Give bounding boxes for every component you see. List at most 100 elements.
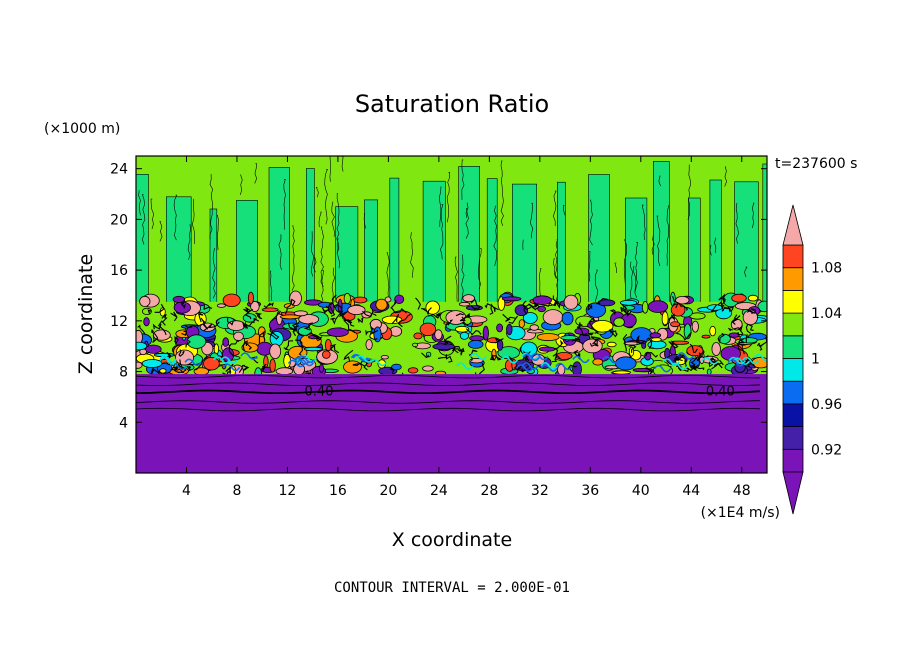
cloud-blob <box>141 359 163 368</box>
turbulence-contour <box>717 359 724 369</box>
upper-streak <box>159 221 163 242</box>
turbulence-contour <box>178 349 185 357</box>
turbulence-contour <box>440 335 452 346</box>
cloud-blob <box>482 325 489 341</box>
turbulence-contour <box>596 298 608 305</box>
upper-streak <box>329 156 331 182</box>
cloud-blob <box>606 341 617 348</box>
cloud-blob <box>560 335 579 341</box>
upper-streak <box>633 266 637 292</box>
turbulence-contour <box>578 326 595 336</box>
turbulence-contour <box>576 322 583 329</box>
turbulence-contour <box>258 330 266 344</box>
cloud-blob <box>522 312 538 324</box>
cyan-wisp <box>662 358 680 366</box>
cyan-wisp <box>500 356 519 364</box>
turbulence-contour <box>421 307 432 315</box>
cloud-blob <box>538 346 556 352</box>
cloud-blob <box>298 314 320 325</box>
turbulence-contour <box>222 363 234 376</box>
colorbar-under-arrow <box>782 471 804 515</box>
cyan-wisp <box>297 355 315 364</box>
cyan-wisp <box>728 356 746 365</box>
colorbar-bin <box>782 358 804 382</box>
turbulence-contour <box>672 296 689 311</box>
turbulence-contour <box>636 335 647 345</box>
cyan-wisp <box>572 355 590 364</box>
upper-streak <box>269 270 273 302</box>
dry-layer-contour <box>136 374 760 379</box>
turbulence-contour <box>478 362 485 375</box>
colorbar-bin <box>782 335 804 359</box>
turbulence-contour <box>151 328 159 343</box>
cloud-blob <box>425 300 440 315</box>
turbulence-contour <box>389 367 397 378</box>
cloud-blob <box>326 327 349 337</box>
turbulence-contour <box>622 333 628 352</box>
cloud-blob <box>261 307 279 312</box>
turbulence-contour <box>152 323 162 330</box>
colorbar-bin <box>782 312 804 337</box>
cloud-blob <box>613 317 625 327</box>
upper-streak <box>724 166 727 187</box>
cloud-blob <box>145 344 162 354</box>
turbulence-contour <box>645 352 658 358</box>
upper-streak <box>336 193 340 254</box>
y-axis: 4 8 12 16 20 24 <box>110 162 767 431</box>
green-plume <box>364 199 378 315</box>
colorbar-bin <box>782 380 804 405</box>
turbulence-contour <box>290 325 300 337</box>
green-plume <box>588 174 610 315</box>
turbulence-contour <box>147 309 152 315</box>
cloud-blob <box>324 338 332 352</box>
green-plume <box>458 166 481 315</box>
x-tick-label: 4 <box>182 483 191 499</box>
cloud-blob <box>454 325 470 333</box>
turbulence-contour <box>197 311 204 323</box>
upper-streak <box>291 225 295 291</box>
turbulence-contour <box>263 302 271 309</box>
cloud-blob <box>501 296 522 302</box>
turbulence-contour <box>332 303 345 318</box>
cloud-blob <box>419 322 437 337</box>
cloud-blob <box>321 350 331 359</box>
cloud-blob <box>269 358 276 373</box>
cloud-blob <box>518 319 525 329</box>
upper-streak <box>651 234 655 255</box>
turbulence-contour <box>628 344 637 353</box>
cloud-blob <box>384 296 392 303</box>
upper-streak <box>138 190 141 216</box>
upper-streak <box>552 190 557 226</box>
turbulence-contour <box>238 364 250 373</box>
time-label: t=237600 s <box>775 156 857 172</box>
upper-streak <box>454 256 458 308</box>
cloud-blob <box>247 291 254 305</box>
cloud-blob <box>347 304 366 315</box>
upper-streak <box>735 203 739 244</box>
upper-streak <box>336 237 341 269</box>
x-tick-label: 40 <box>632 483 650 499</box>
contour-label: 0.40 <box>706 385 735 400</box>
turbulence-contour <box>391 313 400 324</box>
cloud-blob <box>459 331 469 340</box>
cloud-blob <box>425 351 432 358</box>
upper-streak <box>446 172 451 223</box>
y-unit-label: (×1000 m) <box>44 121 120 137</box>
cyan-wisp <box>521 362 539 370</box>
turbulence-contour <box>244 307 252 320</box>
upper-streak <box>529 202 534 239</box>
turbulence-contour <box>150 367 161 374</box>
cyan-wisp <box>469 352 488 361</box>
cyan-wisp <box>741 356 760 365</box>
turbulence-contour <box>746 308 756 315</box>
turbulence-contour <box>186 365 192 372</box>
green-plume <box>652 161 670 315</box>
colorbar-bin <box>782 426 804 450</box>
cloud-blob <box>649 332 662 339</box>
turbulence-contour <box>316 336 323 342</box>
upper-streak <box>278 234 282 270</box>
cyan-wisp <box>555 362 573 371</box>
upper-streak <box>212 248 216 299</box>
upper-streak <box>410 232 414 278</box>
